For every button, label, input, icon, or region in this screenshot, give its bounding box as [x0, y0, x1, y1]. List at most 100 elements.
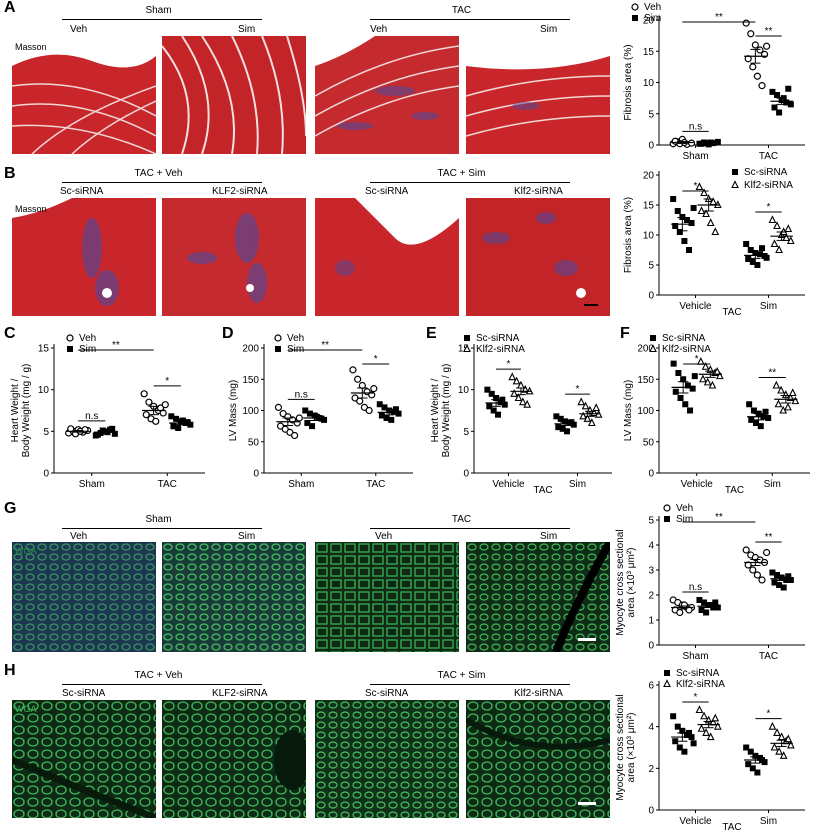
chart-h-point: [713, 721, 722, 730]
chart-e-point: [577, 397, 586, 406]
chart-e-category-label: Vehicle: [492, 479, 525, 490]
panel-letter-f: F: [620, 325, 630, 342]
chart-e-point: [555, 424, 562, 431]
chart-e-point: [592, 403, 601, 412]
chart-d-point: [313, 413, 320, 420]
chart-b-point: [773, 221, 781, 230]
chart-g-legend-marker: [663, 504, 671, 512]
chart-g-ytick-label: 1: [648, 616, 654, 627]
chart-c-ytick-label: 0: [43, 469, 49, 480]
chart-f-point: [703, 377, 712, 386]
chart-b-legend-marker: [732, 169, 738, 175]
chart-b-point: [676, 229, 683, 235]
chart-b-point: [768, 215, 777, 224]
chart-g-sig-label: n.s: [689, 582, 702, 593]
chart-a-point: [774, 92, 781, 98]
chart-e-legend-marker: [463, 344, 471, 353]
chart-b-point: [702, 209, 710, 218]
chart-d-point: [304, 420, 311, 426]
chart-d-point: [381, 404, 388, 411]
chart-c-point: [94, 431, 101, 438]
b-sub-sc-2: Sc-siRNA: [365, 186, 409, 197]
chart-e-ylabel-line: Heart Weight /: [430, 378, 441, 442]
chart-a-point: [747, 30, 755, 38]
chart-h-category-label: Sim: [760, 816, 777, 827]
chart-e-legend-marker: [464, 335, 470, 341]
chart-h-point: [676, 744, 683, 751]
chart-g-point: [742, 546, 750, 554]
chart-c-point: [109, 425, 116, 432]
chart-a-point: [771, 104, 778, 111]
g-group-tac: TAC: [451, 514, 472, 525]
chart-d-point: [356, 397, 364, 405]
chart-g-legend-marker: [664, 516, 670, 522]
chart-g-point: [780, 584, 787, 591]
panel-letter-h: H: [4, 662, 16, 679]
h-group-tac-sim: TAC + Sim: [437, 670, 486, 681]
chart-d-ytick-label: 0: [253, 469, 259, 480]
chart-f-ytick-label: 0: [648, 469, 654, 480]
chart-c-point: [170, 423, 177, 430]
chart-a-legend-label: Sim: [644, 13, 661, 24]
chart-h-point: [670, 713, 677, 720]
chart-c-point: [99, 427, 106, 434]
chart-b-point: [688, 220, 695, 226]
chart-e-point: [587, 418, 596, 427]
chart-h-point: [773, 728, 781, 736]
chart-d-point: [302, 407, 309, 414]
chart-f-ylabel: LV Mass (mg): [623, 380, 634, 442]
chart-f-point: [677, 395, 684, 401]
chart-h-point: [743, 744, 750, 751]
chart-a-point: [787, 101, 794, 108]
b-sub-sc-1: Sc-siRNA: [60, 186, 104, 197]
chart-g-point: [703, 609, 710, 616]
chart-e-point: [488, 390, 495, 397]
chart-h-legend-label: Klf2-siRNA: [676, 679, 725, 690]
chart-g-ylabel-line: area (×10³ μm²): [626, 548, 637, 618]
chart-c-point: [152, 417, 160, 425]
chart-e-point: [559, 425, 566, 432]
chart-f-point: [684, 382, 691, 389]
b-group-line-1: [62, 182, 262, 183]
chart-d-category-label: Sham: [288, 479, 314, 490]
a-sub-sim-2: Sim: [540, 24, 558, 35]
chart-e-point: [523, 399, 532, 408]
panel-letter-b: B: [4, 165, 16, 182]
chart-d-point: [306, 410, 313, 417]
chart-f-point: [672, 388, 679, 395]
chart-e-point: [495, 411, 502, 418]
chart-a-point: [749, 63, 757, 71]
chart-e-point: [521, 384, 530, 393]
chart-h-point: [747, 748, 754, 755]
a-sub-veh-1: Veh: [70, 24, 88, 35]
chart-a-ytick-label: 15: [643, 47, 655, 58]
chart-e-point: [501, 401, 508, 408]
chart-e-point: [486, 403, 493, 410]
chart-h-ytick-label: 2: [648, 764, 654, 775]
chart-a-fibrosis: 0 5 10 15 20 Fibrosis area (%) Sham TAC n.s ** ** V…: [623, 2, 805, 162]
chart-a-point: [698, 140, 705, 147]
chart-e-point: [510, 389, 519, 397]
chart-a-point: [763, 42, 771, 50]
chart-d-ytick-label: 100: [242, 406, 259, 417]
chart-h-point: [702, 728, 710, 736]
h-sub-sc-2: Sc-siRNA: [365, 688, 409, 699]
chart-h-point: [686, 729, 693, 736]
chart-d-point: [395, 410, 402, 417]
chart-h-xlabel: TAC: [722, 822, 741, 833]
chart-a-category-label: Sham: [682, 151, 708, 162]
chart-a-point: [714, 138, 721, 145]
chart-a-sig-label: **: [715, 12, 723, 23]
g-group-line-2: [370, 528, 570, 529]
panel-letter-a: A: [4, 0, 16, 16]
chart-c-ylabel-line: Body Weight (mg / g): [21, 364, 32, 458]
b-masson-label: Masson: [15, 204, 47, 214]
chart-d-category-label: TAC: [366, 479, 385, 490]
chart-f-point: [784, 402, 792, 411]
a-masson-tac-veh-image: [315, 36, 459, 154]
chart-f-point: [699, 374, 707, 383]
chart-b-point: [670, 196, 677, 202]
h-sub-klf2-1: KLF2-siRNA: [212, 688, 268, 699]
chart-d-point: [392, 406, 399, 413]
